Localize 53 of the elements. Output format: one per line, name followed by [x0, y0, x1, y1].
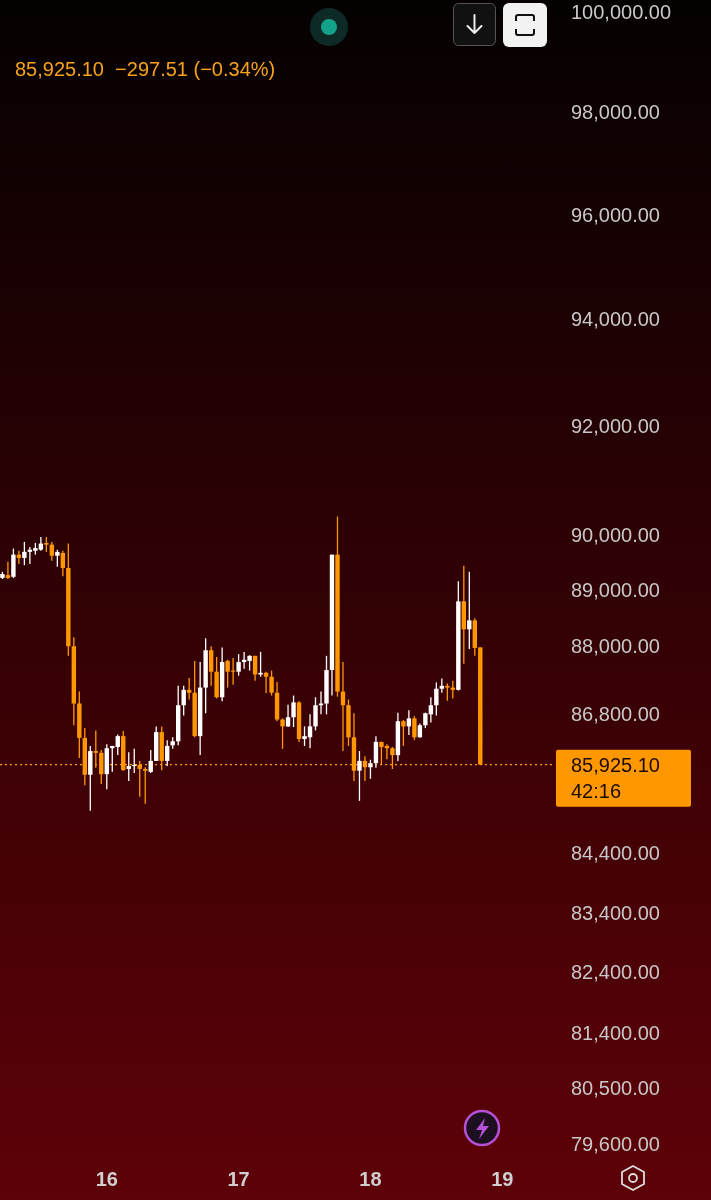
y-tick-label: 90,000.00	[571, 523, 660, 546]
y-tick-label: 79,600.00	[571, 1133, 660, 1155]
y-tick-label: 84,400.00	[571, 842, 660, 865]
y-tick-label: 86,800.00	[571, 703, 660, 726]
x-tick-label: 19	[491, 1168, 514, 1190]
candlestick	[11, 547, 16, 579]
y-tick-label: 81,400.00	[571, 1022, 660, 1045]
y-tick-label: 88,000.00	[571, 635, 660, 658]
y-tick-label: 100,000.00	[571, 1, 672, 23]
candlestick	[236, 653, 241, 677]
candlestick	[401, 719, 406, 747]
candlestick	[263, 671, 269, 694]
candlestick	[60, 550, 66, 577]
y-tick-label: 98,000.00	[571, 101, 660, 124]
candlestick	[88, 745, 93, 812]
candlestick	[22, 541, 27, 566]
y-tick-label: 96,000.00	[571, 203, 660, 226]
x-tick-label: 16	[95, 1168, 118, 1190]
candlestick	[368, 759, 373, 780]
y-tick-label: 82,400.00	[571, 961, 660, 984]
candlestick	[439, 677, 445, 694]
y-tick-label: 92,000.00	[571, 414, 660, 437]
x-tick-label: 17	[227, 1168, 250, 1190]
candlestick	[269, 669, 274, 697]
candlestick	[143, 766, 148, 805]
y-tick-label: 83,400.00	[571, 901, 660, 924]
x-tick-label: 18	[359, 1168, 382, 1190]
candlestick	[291, 694, 296, 728]
candlestick	[285, 704, 291, 728]
ref-line-label: 85,925.10	[571, 753, 660, 776]
candlestick	[165, 739, 170, 767]
candlestick	[126, 751, 131, 782]
candlestick	[467, 571, 472, 650]
candlestick	[186, 677, 192, 701]
text: 42:16	[571, 779, 622, 802]
y-tick-label: 94,000.00	[571, 308, 660, 330]
candlestick	[313, 696, 318, 732]
candlestick	[258, 651, 263, 678]
candlestick	[5, 561, 11, 580]
candlestick	[49, 541, 55, 562]
candlestick	[181, 685, 186, 717]
candlestick	[208, 645, 214, 687]
candlestick	[406, 709, 412, 736]
candlestick	[115, 733, 120, 756]
y-tick-label: 89,000.00	[571, 579, 660, 602]
y-tick-label: 80,500.00	[571, 1077, 660, 1100]
candlestick	[280, 717, 285, 750]
candlestick	[357, 750, 362, 802]
text: 85,925.10 −297.51 (−0.34%)	[15, 58, 276, 80]
candlestick	[412, 715, 417, 741]
candlestick	[434, 681, 439, 717]
candlestick	[148, 749, 153, 774]
candlestick	[252, 655, 258, 682]
